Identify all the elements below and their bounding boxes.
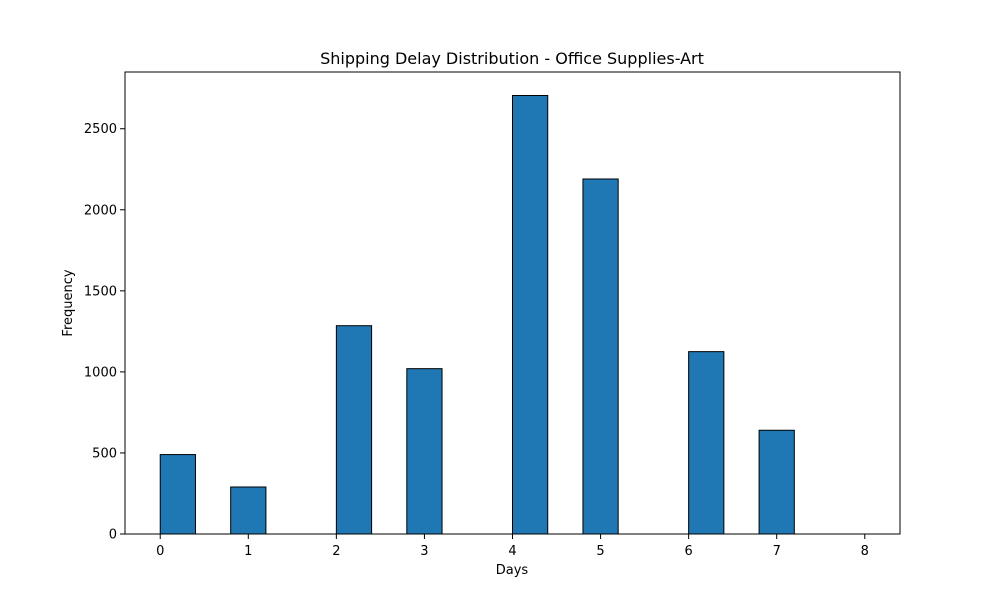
x-tick-label-5: 5 — [596, 544, 604, 559]
x-tick-label-4: 4 — [508, 544, 516, 559]
y-tick-label-2500: 2500 — [84, 122, 117, 137]
axes-layer: 0 1 2 3 4 5 6 7 8 0 500 1000 1500 2000 2500 — [84, 122, 869, 559]
x-tick-label-7: 7 — [773, 544, 781, 559]
histogram-bar-2 — [335, 325, 373, 535]
x-tick-label-6: 6 — [684, 544, 692, 559]
x-axis-label: Days — [496, 563, 529, 578]
y-tick-label-1500: 1500 — [84, 284, 117, 299]
chart-title: Shipping Delay Distribution - Office Sup… — [320, 49, 704, 68]
x-tick-label-3: 3 — [420, 544, 428, 559]
histogram-bar-0 — [159, 454, 196, 535]
y-axis-label: Frequency — [61, 269, 76, 336]
histogram-bar-6 — [688, 351, 725, 535]
x-tick-label-0: 0 — [156, 544, 164, 559]
y-tick-label-1000: 1000 — [84, 365, 117, 380]
histogram-bar-5 — [582, 178, 619, 535]
bars-layer — [159, 95, 795, 535]
x-tick-label-8: 8 — [861, 544, 869, 559]
x-tick-label-2: 2 — [332, 544, 340, 559]
plot-frame — [124, 71, 901, 535]
y-tick-label-2000: 2000 — [84, 203, 117, 218]
histogram-bar-3 — [406, 368, 443, 535]
y-tick-label-0: 0 — [109, 528, 117, 543]
histogram-bar-7 — [758, 429, 795, 535]
histogram-bar-1 — [230, 486, 267, 535]
histogram-bar-4 — [512, 95, 549, 535]
y-tick-label-500: 500 — [92, 446, 117, 461]
x-tick-label-1: 1 — [244, 544, 252, 559]
